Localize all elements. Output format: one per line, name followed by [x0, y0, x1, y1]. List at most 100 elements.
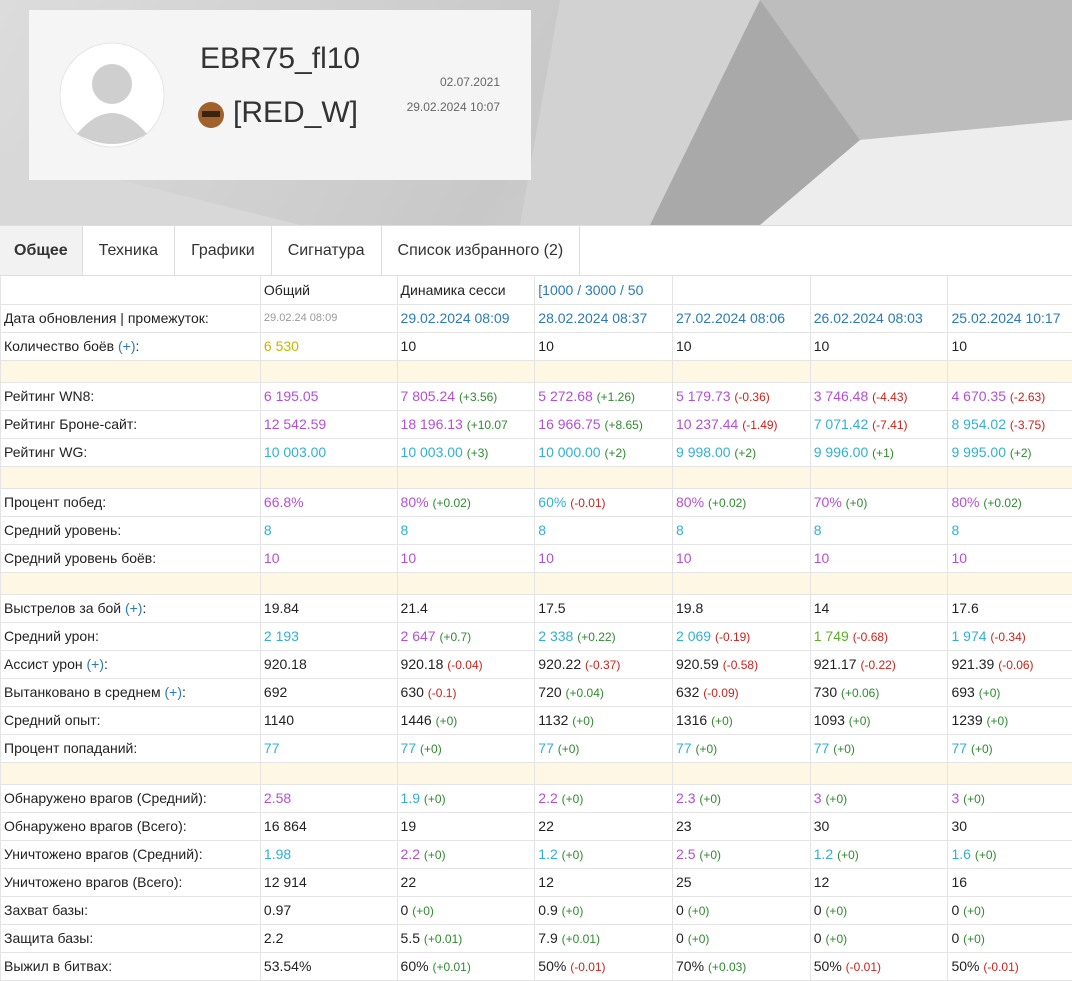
stat-value: 921.17	[814, 656, 857, 672]
label-text: Рейтинг Броне-сайт:	[4, 416, 137, 432]
more-link[interactable]: (+)	[87, 656, 105, 672]
session-date[interactable]: 29.02.2024 08:09	[397, 304, 535, 332]
empty-cell	[1, 276, 261, 304]
stat-value: 10	[538, 338, 554, 354]
stat-delta: (-0.68)	[853, 630, 888, 644]
stat-value: 70%	[814, 494, 842, 510]
stat-cell: 0.97	[260, 896, 397, 924]
stat-value: 632	[676, 684, 699, 700]
range-link[interactable]: [1000 / 3000 / 50	[535, 276, 673, 304]
stat-delta: (+0)	[562, 904, 584, 918]
stat-value: 80%	[676, 494, 704, 510]
empty-cell	[810, 276, 948, 304]
row-label: Обнаружено врагов (Средний):	[1, 784, 261, 812]
stat-cell: 8	[397, 516, 535, 544]
stat-row: Процент попаданий:7777 (+0)77 (+0)77 (+0…	[1, 734, 1072, 762]
stat-row: Процент побед:66.8%80% (+0.02)60% (-0.01…	[1, 488, 1072, 516]
more-link[interactable]: (+)	[118, 338, 136, 354]
stat-delta: (+8.65)	[604, 418, 642, 432]
stat-value: 77	[814, 740, 830, 756]
stat-cell: 1 749 (-0.68)	[810, 622, 948, 650]
stat-row: Обнаружено врагов (Всего):16 86419222330…	[1, 812, 1072, 840]
stat-delta: (+3.56)	[459, 390, 497, 404]
stat-delta: (+0)	[963, 904, 985, 918]
header-banner: EBR75_fl10 [RED_W] 02.07.2021 29.02.2024…	[0, 0, 1072, 225]
stat-value: 10 237.44	[676, 416, 738, 432]
session-date[interactable]: 27.02.2024 08:06	[673, 304, 811, 332]
stat-delta: (+3)	[467, 446, 489, 460]
row-label: Дата обновления | промежуток:	[1, 304, 261, 332]
stat-cell: 0 (+0)	[948, 924, 1072, 952]
stat-value: 60%	[401, 958, 429, 974]
stat-cell: 10	[397, 544, 535, 572]
stat-delta: (+0)	[825, 904, 847, 918]
stat-value: 630	[401, 684, 424, 700]
stat-delta: (-4.43)	[872, 390, 907, 404]
session-date[interactable]: 26.02.2024 08:03	[810, 304, 948, 332]
stat-value: 1 974	[951, 628, 986, 644]
row-label: Средний урон:	[1, 622, 261, 650]
stat-cell: 22	[397, 868, 535, 896]
label-text: Средний урон:	[4, 628, 99, 644]
profile-card: EBR75_fl10 [RED_W] 02.07.2021 29.02.2024…	[29, 10, 531, 180]
spacer-cell	[673, 762, 811, 784]
stat-cell: 17.5	[535, 594, 673, 622]
stat-cell: 70% (+0)	[810, 488, 948, 516]
stat-value: 4 670.35	[951, 388, 1006, 404]
label-text: :	[104, 656, 108, 672]
stat-delta: (-0.36)	[734, 390, 769, 404]
stat-delta: (+0)	[711, 714, 733, 728]
row-label: Выстрелов за бой (+):	[1, 594, 261, 622]
stat-value: 1316	[676, 712, 707, 728]
stat-row: Средний уровень:8888888	[1, 516, 1072, 544]
stat-cell: 921.39 (-0.06)	[948, 650, 1072, 678]
stat-delta: (+0)	[963, 792, 985, 806]
stat-value: 1.6	[951, 846, 970, 862]
stat-value: 17.6	[951, 600, 978, 616]
stat-cell: 920.18	[260, 650, 397, 678]
stat-cell: 1132 (+0)	[535, 706, 673, 734]
stat-cell: 17.6	[948, 594, 1072, 622]
column-header: Динамика сесси	[397, 276, 535, 304]
session-date[interactable]: 28.02.2024 08:37	[535, 304, 673, 332]
stat-value: 77	[951, 740, 967, 756]
stat-cell: 77 (+0)	[397, 734, 535, 762]
stat-cell: 8	[810, 516, 948, 544]
tab[interactable]: Сигнатура	[272, 226, 382, 275]
stat-row: Обнаружено врагов (Средний):2.581.9 (+0)…	[1, 784, 1072, 812]
stat-value: 10	[401, 550, 417, 566]
stat-row: Средний опыт:11401446 (+0)1132 (+0)1316 …	[1, 706, 1072, 734]
stat-cell: 632 (-0.09)	[673, 678, 811, 706]
stat-delta: (+0)	[979, 686, 1001, 700]
tab[interactable]: Список избранного (2)	[382, 226, 581, 275]
stat-cell: 0 (+0)	[397, 896, 535, 924]
stat-value: 920.59	[676, 656, 719, 672]
tab[interactable]: Общее	[0, 226, 83, 275]
stat-delta: (-0.22)	[860, 658, 895, 672]
stat-cell: 1446 (+0)	[397, 706, 535, 734]
stat-delta: (+0.02)	[708, 496, 746, 510]
stat-value: 1239	[951, 712, 982, 728]
label-text: :	[136, 338, 140, 354]
label-text: Выжил в битвах:	[4, 958, 112, 974]
stat-value: 8 954.02	[951, 416, 1006, 432]
stat-value: 3	[814, 790, 822, 806]
stat-cell: 2.58	[260, 784, 397, 812]
more-link[interactable]: (+)	[165, 684, 183, 700]
stat-delta: (+0)	[963, 932, 985, 946]
tab[interactable]: Техника	[83, 226, 175, 275]
stat-cell: 1.98	[260, 840, 397, 868]
stat-delta: (-0.37)	[585, 658, 620, 672]
row-label: Защита базы:	[1, 924, 261, 952]
more-link[interactable]: (+)	[125, 600, 143, 616]
tab[interactable]: Графики	[175, 226, 272, 275]
stat-cell: 920.18 (-0.04)	[397, 650, 535, 678]
session-date[interactable]: 25.02.2024 10:17	[948, 304, 1072, 332]
stat-value: 5 179.73	[676, 388, 731, 404]
spacer-cell	[397, 762, 535, 784]
stat-cell: 3 746.48 (-4.43)	[810, 382, 948, 410]
stat-cell: 16	[948, 868, 1072, 896]
clan-emblem	[196, 100, 226, 130]
clan-tag[interactable]: [RED_W]	[233, 96, 358, 130]
stat-value: 6 195.05	[264, 388, 319, 404]
